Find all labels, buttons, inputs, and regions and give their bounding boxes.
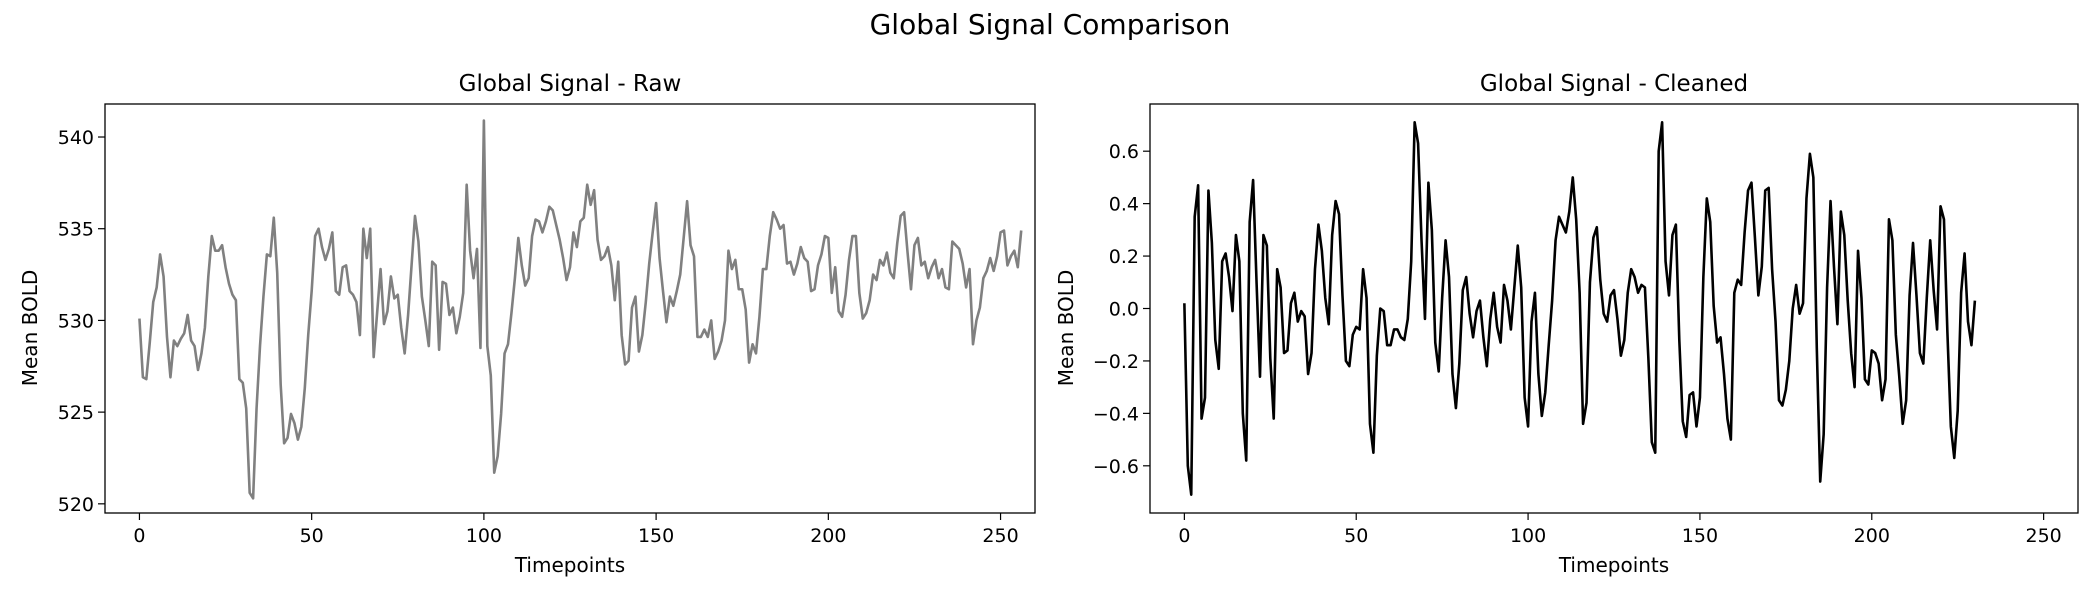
y-tick-label: 0.0 — [1109, 299, 1139, 321]
series-line — [138, 119, 1023, 500]
y-tick-label: 0.6 — [1109, 141, 1139, 163]
y-tick-label: 525 — [58, 402, 94, 424]
x-axis-label: Timepoints — [514, 553, 625, 577]
y-tick-label: 0.4 — [1109, 194, 1139, 216]
y-tick-label: 0.2 — [1109, 246, 1139, 268]
y-tick-label: 535 — [58, 219, 94, 241]
panel-cleaned: Global Signal - Cleaned Timepoints Mean … — [1054, 71, 2079, 577]
x-tick-label: 0 — [1178, 525, 1190, 547]
x-axis-label: Timepoints — [1558, 553, 1669, 577]
x-tick-label: 200 — [810, 525, 846, 547]
x-tick-label: 100 — [1510, 525, 1546, 547]
plot-frame — [104, 103, 1036, 514]
y-axis-label: Mean BOLD — [18, 270, 42, 387]
x-tick-label: 250 — [2025, 525, 2061, 547]
y-tick-label: 520 — [58, 494, 94, 516]
series-line — [1183, 121, 1977, 496]
y-tick-label: −0.2 — [1093, 351, 1139, 373]
x-tick-label: 0 — [133, 525, 145, 547]
x-tick-label: 100 — [466, 525, 502, 547]
x-tick-label: 200 — [1854, 525, 1890, 547]
y-tick-label: −0.4 — [1093, 403, 1139, 425]
y-tick-label: −0.6 — [1093, 456, 1139, 478]
y-axis-label: Mean BOLD — [1054, 270, 1078, 387]
x-tick-label: 250 — [982, 525, 1018, 547]
panel-title: Global Signal - Cleaned — [1480, 71, 1748, 97]
figure-title: Global Signal Comparison — [870, 8, 1231, 41]
x-tick-label: 50 — [300, 525, 324, 547]
x-tick-label: 150 — [1682, 525, 1718, 547]
panel-raw: Global Signal - Raw Timepoints Mean BOLD… — [18, 71, 1036, 577]
panel-title: Global Signal - Raw — [459, 71, 682, 97]
y-tick-label: 530 — [58, 310, 94, 332]
x-tick-label: 150 — [638, 525, 674, 547]
x-tick-label: 50 — [1344, 525, 1368, 547]
y-tick-label: 540 — [58, 127, 94, 149]
